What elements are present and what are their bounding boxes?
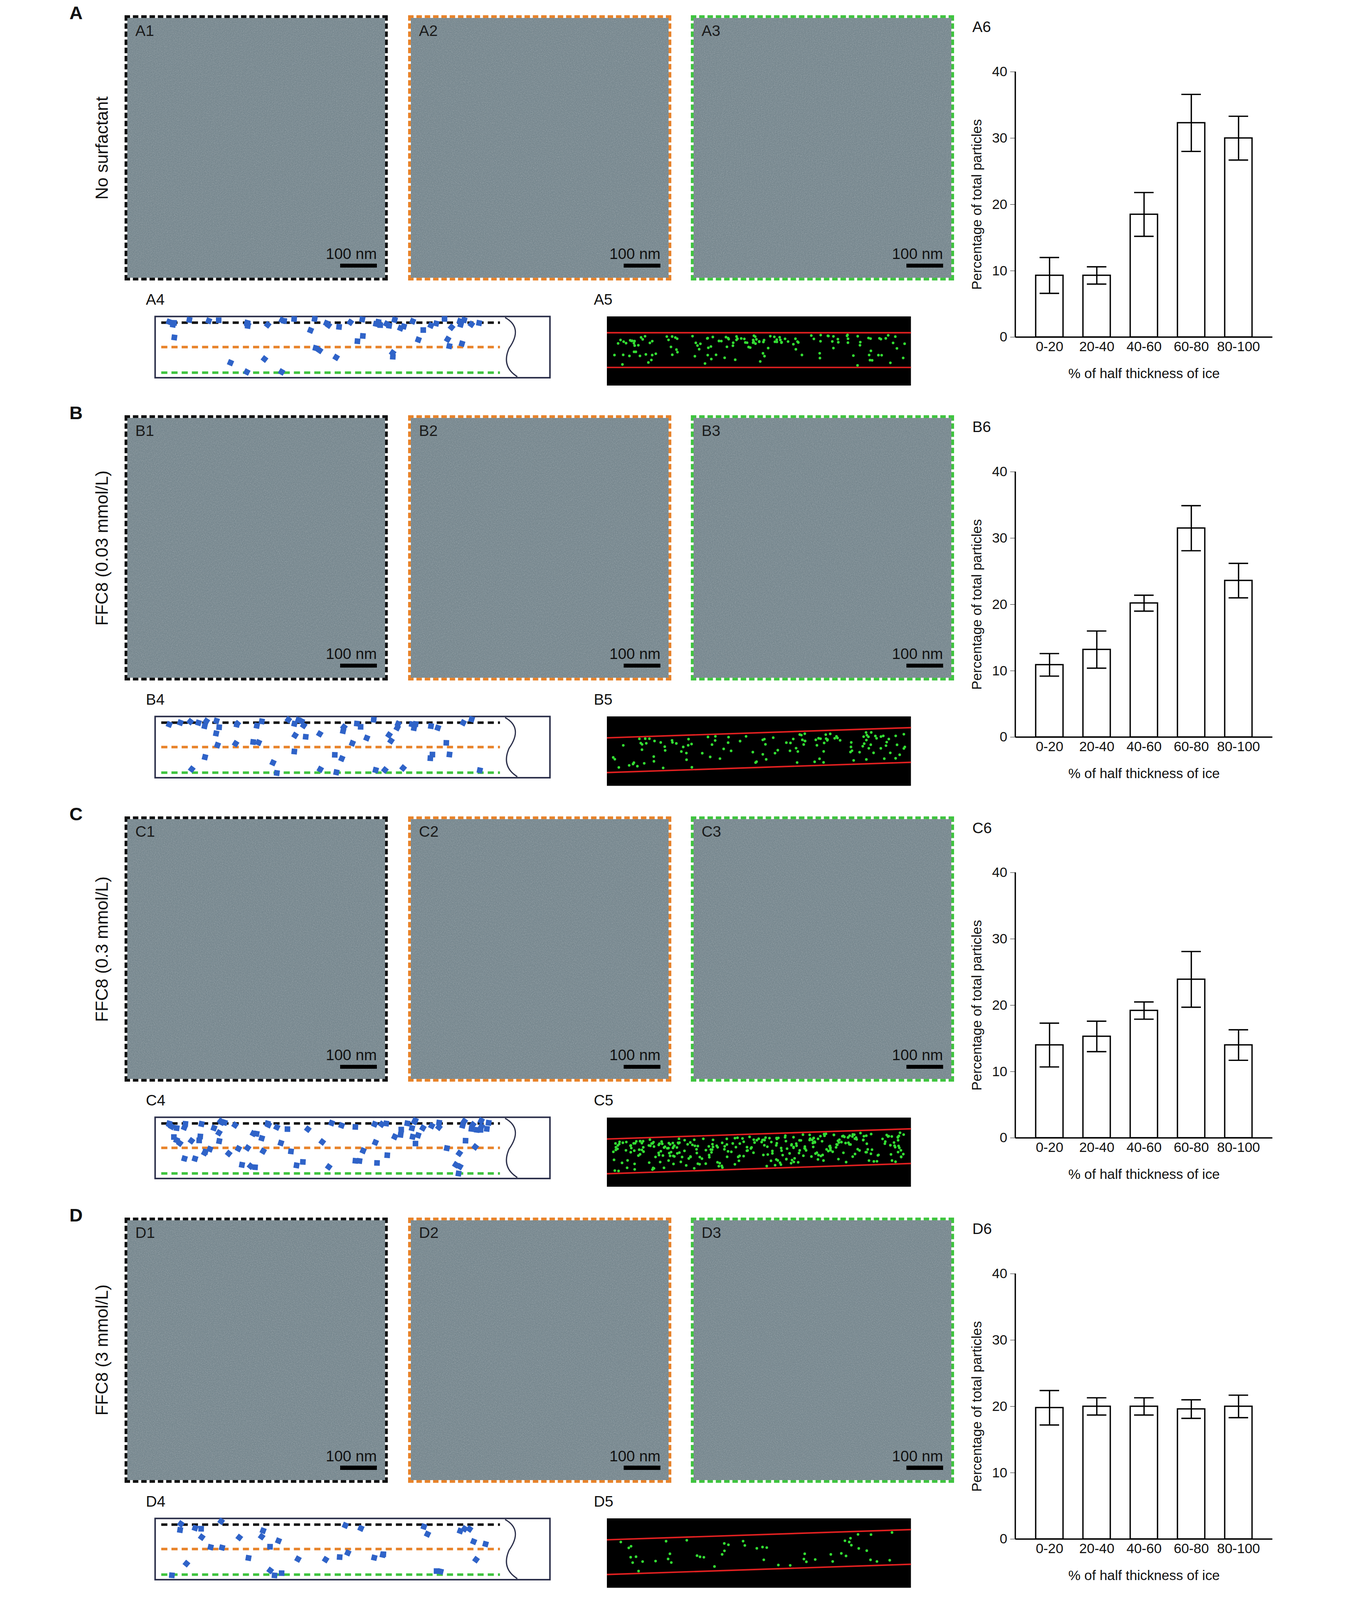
html-text:D2: D2 [419,1223,439,1241]
html-text:D: D [69,1204,83,1225]
svg-text:0-20: 0-20 [1035,1139,1064,1155]
svg-text:Percentage of total particles: Percentage of total particles [968,519,985,690]
html-text:100 nm: 100 nm [325,1046,377,1064]
html-text:B2: B2 [419,422,438,439]
html-text:C4: C4 [145,1091,166,1109]
svg-text:20: 20 [991,595,1008,612]
html-text:C2: C2 [419,823,439,840]
html-text:100 nm: 100 nm [325,1447,377,1464]
html-text:FFC8 (0.3 mmol/L): FFC8 (0.3 mmol/L) [92,876,112,1022]
svg-text:40-60: 40-60 [1126,1540,1162,1556]
svg-text:30: 30 [991,129,1008,145]
html-text:100 nm: 100 nm [892,645,944,663]
svg-text:0: 0 [999,728,1008,744]
html-text:No surfactant: No surfactant [92,96,112,200]
html-text:A3: A3 [701,22,721,39]
html-text:C: C [69,803,83,825]
html-text:D3: D3 [701,1223,722,1241]
svg-text:0: 0 [999,328,1008,345]
svg-text:60-80: 60-80 [1173,338,1209,354]
html-text:D1: D1 [135,1223,155,1241]
svg-text:60-80: 60-80 [1173,1139,1209,1155]
svg-text:80-100: 80-100 [1216,1139,1260,1155]
svg-text:Percentage of total particles: Percentage of total particles [968,118,985,290]
svg-text:30: 30 [991,529,1008,546]
html-text:B6: B6 [972,418,992,436]
html-text:B4: B4 [145,690,165,708]
svg-text:20: 20 [991,997,1008,1013]
svg-text:60-80: 60-80 [1173,1540,1209,1556]
html-text:C6: C6 [972,819,992,837]
html-text:100 nm: 100 nm [325,245,377,263]
svg-text:% of half thickness of ice: % of half thickness of ice [1068,1166,1220,1182]
html-text:100 nm: 100 nm [892,1447,944,1464]
html-text:A4: A4 [145,290,165,308]
svg-text:30: 30 [991,930,1008,946]
svg-text:40-60: 40-60 [1126,1139,1162,1155]
svg-text:% of half thickness of ice: % of half thickness of ice [1068,1567,1220,1583]
html-text:B: B [69,402,83,424]
svg-text:60-80: 60-80 [1173,738,1209,754]
html-text:B1: B1 [135,422,155,439]
html-text:100 nm: 100 nm [609,1046,661,1064]
svg-text:Percentage of total particles: Percentage of total particles [968,919,985,1091]
html-text:100 nm: 100 nm [609,245,661,263]
html-text:FFC8 (3 mmol/L): FFC8 (3 mmol/L) [92,1284,112,1416]
html-text:FFC8 (0.03 mmol/L): FFC8 (0.03 mmol/L) [92,470,112,626]
svg-text:0-20: 0-20 [1035,338,1064,354]
svg-text:40: 40 [991,864,1008,880]
html-text:A1: A1 [135,22,155,39]
svg-text:20-40: 20-40 [1079,1540,1115,1556]
svg-text:10: 10 [991,1464,1008,1480]
svg-text:10: 10 [991,262,1008,278]
svg-text:20-40: 20-40 [1079,738,1115,754]
svg-text:0-20: 0-20 [1035,1540,1064,1556]
svg-text:40-60: 40-60 [1126,738,1162,754]
svg-text:20-40: 20-40 [1079,1139,1115,1155]
svg-text:10: 10 [991,1063,1008,1079]
svg-text:30: 30 [991,1331,1008,1347]
svg-text:40: 40 [991,1265,1008,1281]
svg-text:20: 20 [991,196,1008,212]
html-text:100 nm: 100 nm [609,645,661,663]
html-text:100 nm: 100 nm [325,645,377,663]
svg-text:0: 0 [999,1530,1008,1546]
svg-text:10: 10 [991,662,1008,678]
svg-text:80-100: 80-100 [1216,1540,1260,1556]
html-text:A6: A6 [972,18,992,36]
html-text:D4: D4 [145,1492,166,1510]
html-text:C5: C5 [593,1091,614,1109]
html-text:100 nm: 100 nm [892,245,944,263]
html-text:100 nm: 100 nm [892,1046,944,1064]
svg-text:0-20: 0-20 [1035,738,1064,754]
svg-text:0: 0 [999,1129,1008,1146]
svg-text:20-40: 20-40 [1079,338,1115,354]
svg-text:Percentage of total particles: Percentage of total particles [968,1320,985,1492]
svg-text:% of half thickness of ice: % of half thickness of ice [1068,365,1220,381]
html-text:D5: D5 [593,1492,614,1510]
svg-text:% of half thickness of ice: % of half thickness of ice [1068,765,1220,781]
svg-text:20: 20 [991,1398,1008,1414]
svg-text:80-100: 80-100 [1216,738,1260,754]
svg-text:80-100: 80-100 [1216,338,1260,354]
svg-text:40-60: 40-60 [1126,338,1162,354]
html-text:D6: D6 [972,1220,992,1238]
svg-text:40: 40 [991,463,1008,479]
html-text:B5: B5 [593,690,613,708]
html-text:A2: A2 [419,22,438,39]
html-text:A5: A5 [593,290,613,308]
html-text:B3: B3 [701,422,721,439]
html-text:A: A [69,2,83,24]
svg-text:40: 40 [991,63,1008,79]
html-text:C1: C1 [135,823,155,840]
html-text:C3: C3 [701,823,722,840]
html-text:100 nm: 100 nm [609,1447,661,1464]
